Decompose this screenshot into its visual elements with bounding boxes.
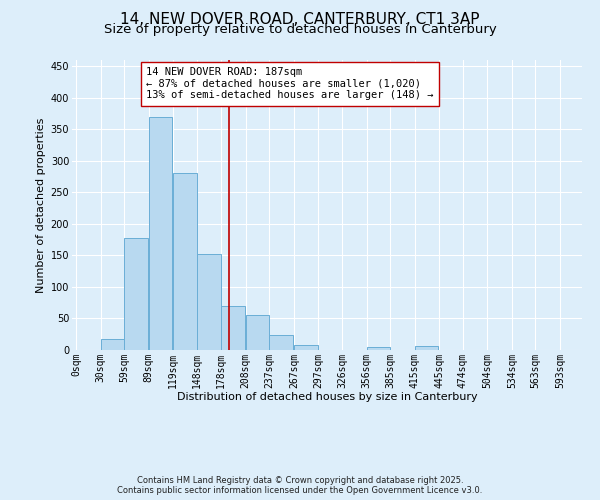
Text: Contains HM Land Registry data © Crown copyright and database right 2025.
Contai: Contains HM Land Registry data © Crown c… (118, 476, 482, 495)
Bar (101, 338, 124, 350)
Bar (269, 335, 293, 350)
Bar (197, 254, 221, 350)
Bar (173, 174, 197, 350)
Bar (294, 345, 317, 350)
Bar (124, 238, 148, 350)
Text: 14, NEW DOVER ROAD, CANTERBURY, CT1 3AP: 14, NEW DOVER ROAD, CANTERBURY, CT1 3AP (120, 12, 480, 28)
Bar (221, 306, 245, 350)
X-axis label: Distribution of detached houses by size in Canterbury: Distribution of detached houses by size … (176, 392, 478, 402)
Bar (415, 346, 439, 350)
Bar (246, 316, 269, 350)
Text: 14 NEW DOVER ROAD: 187sqm
← 87% of detached houses are smaller (1,020)
13% of se: 14 NEW DOVER ROAD: 187sqm ← 87% of detac… (146, 67, 433, 100)
Y-axis label: Number of detached properties: Number of detached properties (37, 118, 46, 292)
Text: Size of property relative to detached houses in Canterbury: Size of property relative to detached ho… (104, 22, 496, 36)
Bar (149, 116, 172, 350)
Bar (367, 347, 390, 350)
